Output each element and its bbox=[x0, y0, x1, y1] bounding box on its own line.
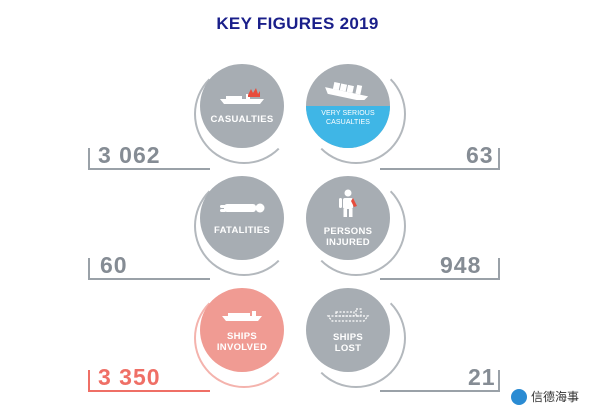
ships-involved-circle: SHIPS INVOLVED bbox=[200, 288, 284, 372]
persons-injured-label: PERSONS INJURED bbox=[323, 225, 373, 248]
fatalities-bracket bbox=[88, 258, 210, 280]
ring-ships-lost bbox=[306, 288, 406, 388]
persons-injured-value: 948 bbox=[440, 252, 482, 278]
casualties-bracket bbox=[88, 148, 210, 170]
persons-injured-bracket bbox=[380, 258, 500, 280]
persons-injured-circle: PERSONS INJURED bbox=[306, 176, 390, 260]
casualties-circle: CASUALTIES bbox=[200, 64, 284, 148]
lying-person-icon bbox=[218, 200, 266, 221]
watermark-logo-icon bbox=[510, 388, 527, 405]
injured-person-icon bbox=[338, 189, 358, 222]
ships-involved-value: 3 350 bbox=[98, 364, 161, 390]
casualties-label: CASUALTIES bbox=[210, 114, 274, 125]
ships-involved-bracket bbox=[88, 370, 210, 392]
watermark: 信德海事 bbox=[510, 388, 579, 405]
fatalities-value: 60 bbox=[100, 252, 128, 278]
ships-lost-bracket bbox=[380, 370, 500, 392]
ring-very-serious bbox=[306, 64, 406, 164]
ships-lost-value: 21 bbox=[468, 364, 496, 390]
very-serious-casualties-label: VERY SERIOUS CASUALTIES bbox=[321, 109, 375, 126]
sinking-ship-icon bbox=[323, 80, 373, 105]
fatalities-label: FATALITIES bbox=[214, 225, 270, 236]
ships-lost-circle: SHIPS LOST bbox=[306, 288, 390, 372]
water-fill bbox=[306, 106, 390, 148]
lost-ship-outline-icon bbox=[326, 307, 370, 328]
ring-persons-injured bbox=[306, 176, 406, 276]
ships-lost-label: SHIPS LOST bbox=[332, 331, 363, 354]
ring-fatalities bbox=[194, 176, 294, 276]
very-serious-bracket bbox=[380, 148, 500, 170]
casualties-value: 3 062 bbox=[98, 142, 161, 168]
fatalities-circle: FATALITIES bbox=[200, 176, 284, 260]
ships-involved-label: SHIPS INVOLVED bbox=[216, 330, 268, 353]
very-serious-casualties-circle: VERY SERIOUS CASUALTIES bbox=[306, 64, 390, 148]
page-title: KEY FIGURES 2019 bbox=[216, 14, 379, 33]
watermark-text: 信德海事 bbox=[530, 390, 579, 404]
ring-casualties bbox=[194, 64, 294, 164]
very-serious-casualties-value: 63 bbox=[466, 142, 494, 168]
ship-fire-icon bbox=[218, 87, 266, 110]
ship-icon bbox=[220, 308, 264, 327]
ring-ships-involved bbox=[194, 288, 294, 388]
